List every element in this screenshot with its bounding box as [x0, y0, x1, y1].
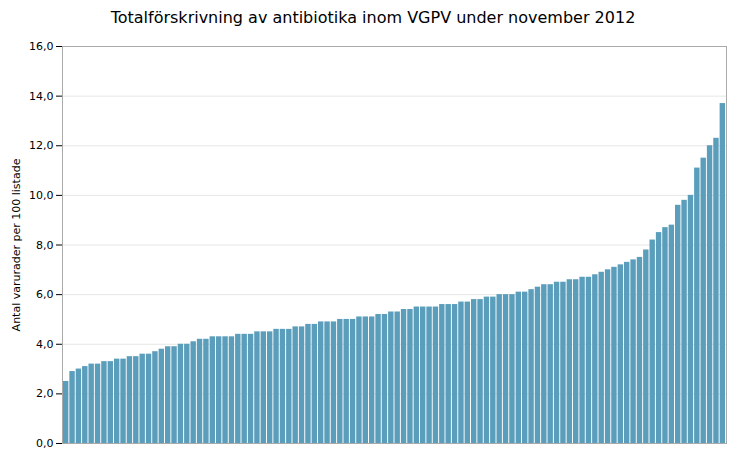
svg-text:14,0: 14,0: [29, 90, 54, 103]
svg-text:10,0: 10,0: [29, 189, 54, 202]
svg-text:2,0: 2,0: [36, 387, 54, 400]
svg-text:0,0: 0,0: [36, 437, 54, 450]
svg-text:4,0: 4,0: [36, 338, 54, 351]
svg-text:12,0: 12,0: [29, 139, 54, 152]
svg-text:6,0: 6,0: [36, 288, 54, 301]
svg-text:8,0: 8,0: [36, 239, 54, 252]
svg-text:16,0: 16,0: [29, 40, 54, 53]
svg-text:Antal varurader per 100 listad: Antal varurader per 100 listade: [10, 158, 23, 331]
html-text:Totalförskrivning av antibioti: Totalförskrivning av antibiotika inom VG…: [110, 8, 636, 27]
